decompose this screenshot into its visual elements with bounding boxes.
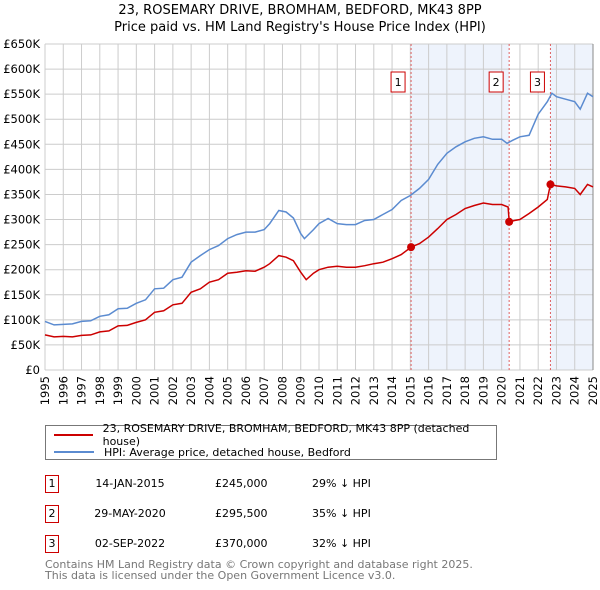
transaction-hpi-diff: 32% ↓ HPI (312, 537, 371, 550)
legend-label: HPI: Average price, detached house, Bedf… (104, 445, 351, 459)
x-tick-label: 1995 (38, 376, 52, 405)
marker-badge: 2 (45, 505, 59, 523)
x-tick-label: 2000 (129, 376, 143, 405)
sale-point (407, 243, 416, 252)
marker-badge: 1 (45, 475, 59, 493)
y-tick-label: £500K (3, 112, 40, 126)
transaction-price: £245,000 (215, 477, 268, 490)
y-tick-label: £550K (3, 87, 40, 101)
copyright-text: Contains HM Land Registry data © Crown c… (45, 558, 473, 571)
x-tick-label: 2012 (349, 376, 363, 405)
sale-badge (488, 71, 504, 93)
sale-badge-label: 1 (395, 76, 402, 89)
legend: 23, ROSEMARY DRIVE, BROMHAM, BEDFORD, MK… (45, 422, 497, 460)
transaction-date: 29-MAY-2020 (94, 507, 166, 520)
x-tick-label: 2024 (568, 376, 582, 405)
x-tick-label: 2019 (476, 376, 490, 405)
x-tick-label: 2004 (202, 376, 216, 405)
y-tick-label: £100K (3, 313, 40, 327)
x-tick-label: 2022 (531, 376, 545, 405)
x-tick-label: 2017 (440, 376, 454, 405)
transaction-hpi-diff: 35% ↓ HPI (312, 507, 371, 520)
shaded-range (411, 44, 510, 370)
x-tick-label: 2006 (239, 376, 253, 405)
y-tick-label: £400K (3, 162, 40, 176)
x-tick-label: 2005 (221, 376, 235, 405)
x-tick-label: 2018 (458, 376, 472, 405)
y-tick-label: £300K (3, 213, 40, 227)
x-tick-label: 2013 (367, 376, 381, 405)
y-tick-label: £200K (3, 263, 40, 277)
transaction-row: 2 29-MAY-2020 £295,500 35% ↓ HPI (45, 505, 445, 525)
footer: Contains HM Land Registry data © Crown c… (45, 559, 473, 581)
sale-badge-label: 3 (534, 76, 541, 89)
x-tick-label: 2020 (495, 376, 509, 405)
transaction-row: 3 02-SEP-2022 £370,000 32% ↓ HPI (45, 535, 445, 555)
sale-badge (529, 71, 545, 93)
legend-item-hpi: HPI: Average price, detached house, Bedf… (54, 444, 351, 460)
x-tick-label: 2007 (257, 376, 271, 405)
x-tick-label: 2009 (294, 376, 308, 405)
chart-title: 23, ROSEMARY DRIVE, BROMHAM, BEDFORD, MK… (118, 3, 482, 18)
transaction-row: 1 14-JAN-2015 £245,000 29% ↓ HPI (45, 475, 445, 495)
transaction-price: £370,000 (215, 537, 268, 550)
transaction-price: £295,500 (215, 507, 268, 520)
x-tick-label: 2010 (312, 376, 326, 405)
transaction-date: 14-JAN-2015 (95, 477, 165, 490)
legend-item-property: 23, ROSEMARY DRIVE, BROMHAM, BEDFORD, MK… (54, 422, 496, 448)
y-tick-label: £0 (25, 363, 40, 377)
hpi-line (44, 92, 594, 326)
x-tick-label: 2011 (330, 376, 344, 405)
transaction-hpi-diff: 29% ↓ HPI (312, 477, 371, 490)
x-tick-label: 2002 (166, 376, 180, 405)
property-price-line (44, 183, 594, 338)
sale-badge-label: 2 (493, 76, 500, 89)
x-tick-label: 1997 (75, 376, 89, 405)
sale-point (505, 217, 514, 226)
x-tick-label: 1998 (93, 376, 107, 405)
y-tick-label: £650K (3, 37, 40, 51)
x-tick-label: 1999 (111, 376, 125, 405)
sale-badge (390, 71, 406, 93)
chart-subtitle: Price paid vs. HM Land Registry's House … (114, 20, 486, 35)
x-tick-label: 2001 (148, 376, 162, 405)
x-tick-label: 2016 (422, 376, 436, 405)
legend-label: 23, ROSEMARY DRIVE, BROMHAM, BEDFORD, MK… (102, 422, 470, 448)
x-tick-label: 2008 (275, 376, 289, 405)
licence-text: This data is licensed under the Open Gov… (45, 569, 396, 582)
x-tick-label: 1996 (56, 376, 70, 405)
y-tick-label: £450K (3, 137, 40, 151)
marker-badge: 3 (45, 535, 59, 553)
x-tick-label: 2014 (385, 376, 399, 405)
x-tick-label: 2023 (549, 376, 563, 405)
y-tick-label: £250K (3, 238, 40, 252)
y-tick-label: £150K (3, 288, 40, 302)
legend-swatch-blue (54, 451, 94, 453)
x-tick-label: 2015 (403, 376, 417, 405)
sale-point (546, 180, 555, 189)
transaction-date: 02-SEP-2022 (94, 537, 166, 550)
legend-swatch-red (54, 434, 93, 436)
y-tick-label: £50K (11, 338, 41, 352)
y-tick-label: £350K (3, 187, 40, 201)
x-tick-label: 2025 (586, 376, 600, 405)
x-tick-label: 2003 (184, 376, 198, 405)
x-tick-label: 2021 (513, 376, 527, 405)
price-chart: £0 £50K £100K £150K £200K £250K £300K £350K £400… (3, 37, 600, 405)
y-tick-label: £600K (3, 62, 40, 76)
